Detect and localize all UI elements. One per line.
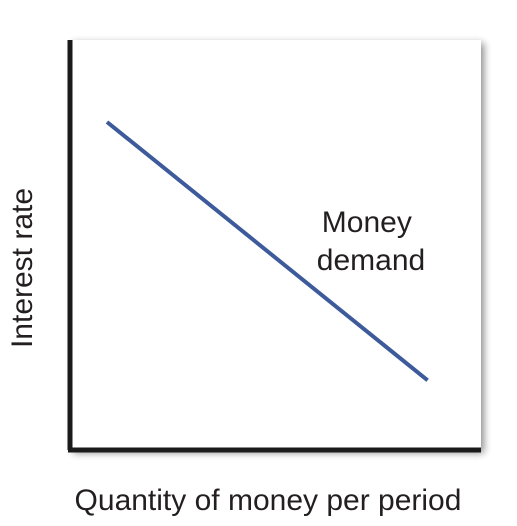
- series-label-line-1: Money: [322, 206, 412, 239]
- plot-area: [70, 40, 481, 450]
- plot-background: [70, 40, 481, 450]
- series-label-money-demand: Money demand: [317, 206, 425, 277]
- series-line-0: [105, 120, 429, 382]
- series-group: [105, 120, 429, 382]
- series-label-line-2: demand: [317, 244, 425, 277]
- y-axis-label: Interest rate: [6, 188, 39, 348]
- x-axis-label: Quantity of money per period: [75, 484, 462, 517]
